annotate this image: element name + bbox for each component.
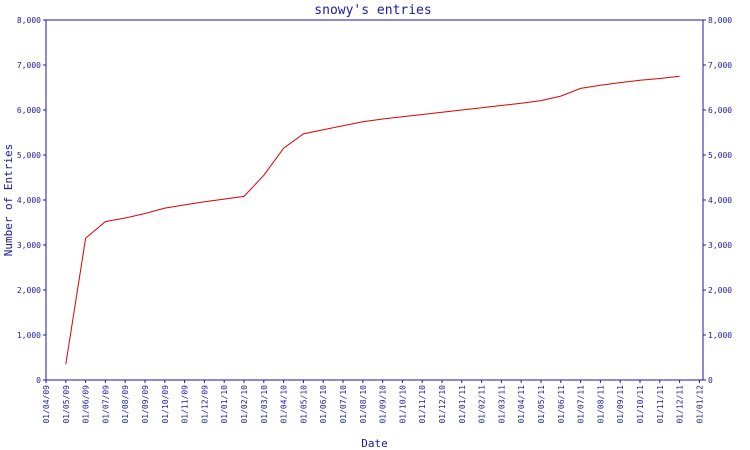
- x-tick-label: 01/06/11: [557, 385, 566, 424]
- x-tick-label: 01/03/11: [497, 385, 506, 424]
- y-tick-label-right: 7,000: [708, 61, 732, 70]
- y-tick-label-right: 3,000: [708, 241, 732, 250]
- x-tick-label: 01/12/09: [200, 385, 209, 424]
- plot-area-frame: [45, 19, 704, 381]
- x-tick-label: 01/03/10: [260, 385, 269, 424]
- x-tick-label: 01/12/10: [438, 385, 447, 424]
- y-axis-left: 0 1,000 2,000 3,000 4,000 5,000 6,000 7,000 8,00…: [17, 16, 46, 385]
- x-tick-label: 01/07/09: [101, 385, 110, 424]
- x-tick-label: 01/08/11: [596, 385, 605, 424]
- x-tick-label: 01/04/09: [42, 385, 51, 424]
- x-tick-label: 01/09/11: [616, 385, 625, 424]
- x-axis-label: Date: [361, 437, 388, 450]
- x-axis: 01/04/09 01/05/09 01/06/09 01/07/09 01/08/09…: [42, 380, 704, 424]
- x-tick-label: 01/12/11: [676, 385, 685, 424]
- x-tick-label: 01/08/09: [121, 385, 130, 424]
- y-tick-label-right: 5,000: [708, 151, 732, 160]
- x-tick-label: 01/06/09: [82, 385, 91, 424]
- x-tick-label: 01/05/11: [537, 385, 546, 424]
- x-tick-label: 01/10/11: [636, 385, 645, 424]
- y-tick-label-left: 4,000: [17, 196, 41, 205]
- x-tick-label: 01/06/10: [319, 385, 328, 424]
- chart-title: snowy's entries: [314, 3, 431, 18]
- x-tick-label: 01/05/10: [299, 385, 308, 424]
- y-tick-label-right: 0: [708, 376, 713, 385]
- x-tick-label: 01/04/10: [280, 385, 289, 424]
- y-tick-label-left: 8,000: [17, 16, 41, 25]
- x-tick-label: 01/01/10: [220, 385, 229, 424]
- y-axis-right: 0 1,000 2,000 3,000 4,000 5,000 6,000 7,000 8,00…: [703, 16, 732, 385]
- y-tick-label-right: 6,000: [708, 106, 732, 115]
- x-tick-label: 01/04/11: [517, 385, 526, 424]
- x-tick-label: 01/09/09: [141, 385, 150, 424]
- x-tick-label: 01/01/11: [458, 385, 467, 424]
- y-tick-label-left: 1,000: [17, 331, 41, 340]
- y-tick-label-right: 2,000: [708, 286, 732, 295]
- x-tick-label: 01/05/09: [62, 385, 71, 424]
- y-tick-label-left: 2,000: [17, 286, 41, 295]
- y-tick-label-left: 7,000: [17, 61, 41, 70]
- x-tick-label: 01/10/10: [398, 385, 407, 424]
- x-tick-label: 01/09/10: [379, 385, 388, 424]
- x-tick-label: 01/07/11: [577, 385, 586, 424]
- x-tick-label: 01/11/11: [656, 385, 665, 424]
- x-tick-label: 01/02/11: [478, 385, 487, 424]
- x-tick-label: 01/08/10: [359, 385, 368, 424]
- y-axis-label: Number of Entries: [2, 144, 15, 257]
- y-tick-label-left: 5,000: [17, 151, 41, 160]
- x-tick-label: 01/11/09: [181, 385, 190, 424]
- y-tick-label-left: 3,000: [17, 241, 41, 250]
- y-tick-label-left: 0: [36, 376, 41, 385]
- x-tick-label: 01/07/10: [339, 385, 348, 424]
- series-layer: [65, 75, 680, 365]
- y-tick-label-left: 6,000: [17, 106, 41, 115]
- y-tick-label-right: 1,000: [708, 331, 732, 340]
- series-line: [65, 75, 680, 365]
- x-tick-label: 01/11/10: [418, 385, 427, 424]
- y-tick-label-right: 4,000: [708, 196, 732, 205]
- x-tick-label: 01/10/09: [161, 385, 170, 424]
- y-tick-label-right: 8,000: [708, 16, 732, 25]
- x-tick-label: 01/01/12: [695, 385, 704, 424]
- x-tick-label: 01/02/10: [240, 385, 249, 424]
